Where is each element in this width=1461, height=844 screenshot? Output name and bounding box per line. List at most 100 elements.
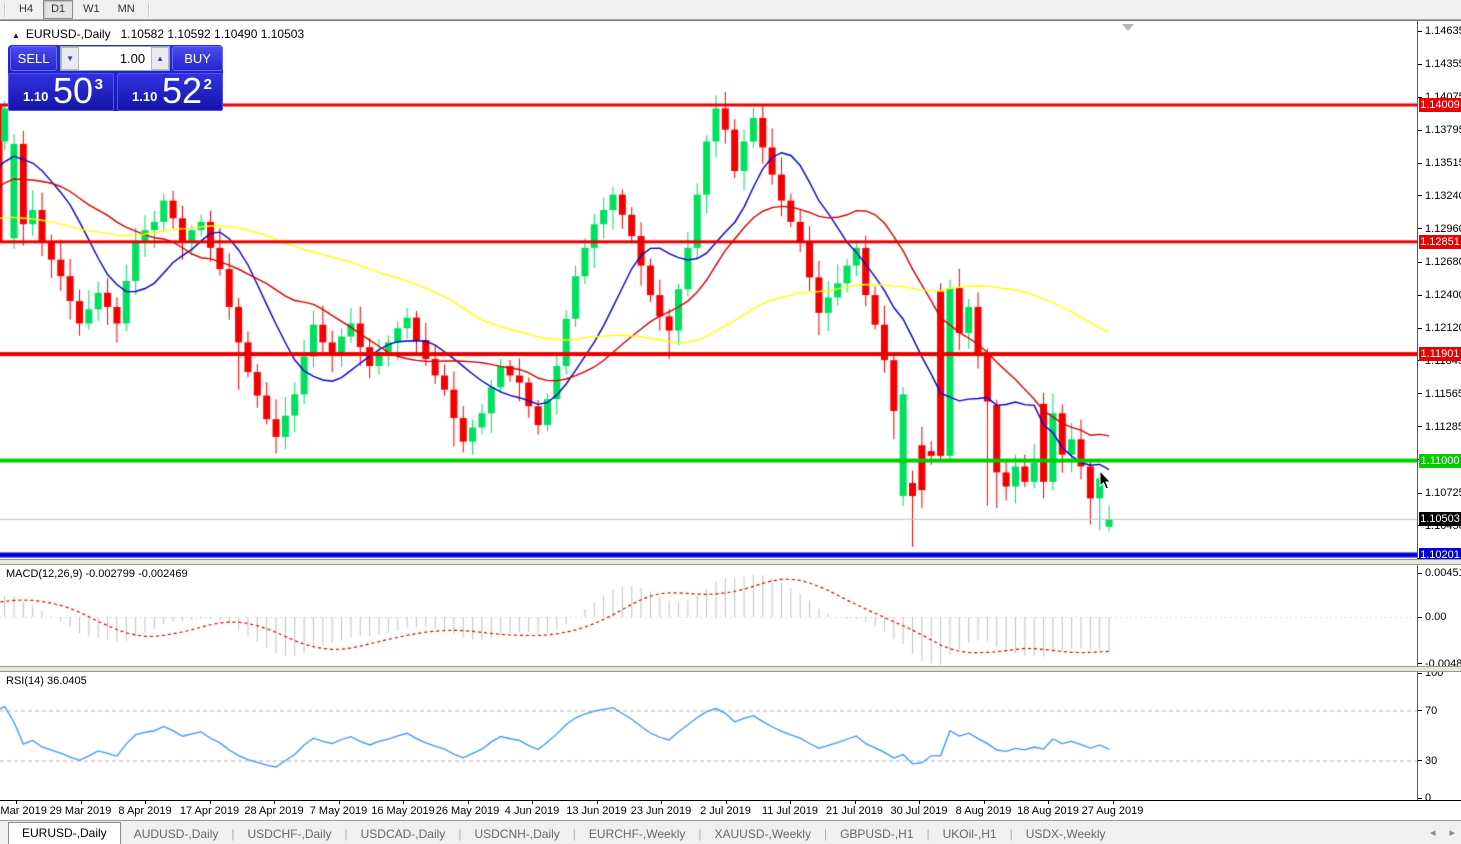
tick-text: 1.12400 xyxy=(1425,289,1461,302)
tick-dash xyxy=(1418,195,1422,197)
collapse-triangle-icon[interactable]: ▲ xyxy=(12,31,20,40)
macd-indicator-label: MACD(12,26,9) -0.002799 -0.002469 xyxy=(6,568,188,580)
chart-window: ▲ EURUSD-,Daily 1.10582 1.10592 1.10490 1.… xyxy=(0,21,1461,804)
sell-price-sup: 3 xyxy=(94,76,103,93)
pane-splitter[interactable] xyxy=(0,559,1461,565)
date-label: 4 Jun 2019 xyxy=(504,805,560,817)
tick-dash xyxy=(1418,672,1422,674)
rsi-indicator-label: RSI(14) 36.0405 xyxy=(6,675,87,687)
price-chart-canvas[interactable] xyxy=(0,21,1417,800)
tick-text: 1.12120 xyxy=(1425,322,1461,335)
tick-text: 1.12960 xyxy=(1425,222,1461,235)
price-level-badge: 1.14009 xyxy=(1419,98,1461,112)
chart-tab-usdx[interactable]: USDX-,Weekly xyxy=(1025,827,1106,841)
chart-shift-marker-icon[interactable] xyxy=(1122,24,1134,31)
tab-separator: | xyxy=(823,826,828,841)
macd-tick-label: 0.00 xyxy=(1418,611,1446,623)
tick-dash xyxy=(1418,492,1422,494)
date-tick xyxy=(80,801,82,804)
buy-price-box[interactable]: 1.10 52 2 xyxy=(117,70,223,111)
tick-dash xyxy=(1418,96,1422,98)
date-tick xyxy=(854,801,856,804)
date-tick xyxy=(790,801,791,804)
date-tick xyxy=(403,801,404,804)
volume-decrease-button[interactable]: ▼ xyxy=(61,47,80,70)
date-tick xyxy=(1112,801,1114,804)
date-label: 29 Mar 2019 xyxy=(49,805,112,817)
timeframe-button-mn[interactable]: MN xyxy=(117,3,135,15)
rsi-tick-label: 30 xyxy=(1418,755,1437,767)
sell-button[interactable]: SELL xyxy=(10,46,58,71)
tick-dash xyxy=(1418,797,1422,799)
price-axis[interactable]: 1.146351.143551.140751.137951.135151.132… xyxy=(1417,21,1461,804)
tick-dash xyxy=(1418,228,1422,230)
price-tick-label: 1.13795 xyxy=(1418,124,1461,136)
tick-text: 30 xyxy=(1425,754,1438,767)
date-tick xyxy=(338,801,340,804)
chart-tab-usdchf[interactable]: USDCHF-,Daily xyxy=(247,827,332,841)
date-tick xyxy=(1048,801,1049,804)
tick-text: 0.00 xyxy=(1425,611,1447,623)
date-tick xyxy=(467,801,469,804)
date-label: 26 May 2019 xyxy=(435,805,500,817)
price-tick-label: 1.14355 xyxy=(1418,58,1461,70)
date-tick xyxy=(532,801,533,804)
tab-separator: | xyxy=(926,826,930,841)
tab-scroll-right-icon[interactable]: ▸ xyxy=(1449,827,1455,839)
date-label: 18 Aug 2019 xyxy=(1017,805,1079,817)
tick-text: 1.14355 xyxy=(1425,58,1461,71)
price-tick-label: 1.12960 xyxy=(1418,223,1461,235)
one-click-trade-panel: SELL ▼ 1.00 ▲ BUY 1.10 50 3 1.10 52 2 xyxy=(8,45,223,111)
price-level-badge: 1.12851 xyxy=(1419,234,1461,249)
date-label: 21 Jul 2019 xyxy=(826,805,883,817)
tick-dash xyxy=(1418,663,1422,665)
chart-tab-xauusd[interactable]: XAUUSD-,Weekly xyxy=(714,827,811,841)
tick-dash xyxy=(1418,327,1422,329)
tick-text: 0.004517 xyxy=(1425,567,1461,580)
tab-separator: | xyxy=(458,826,462,841)
tab-separator: | xyxy=(344,826,348,841)
timeframe-button-w1[interactable]: W1 xyxy=(83,3,100,15)
timeframe-button-h4[interactable]: H4 xyxy=(19,3,34,15)
date-label: 20 Mar 2019 xyxy=(0,805,47,817)
tick-dash xyxy=(1418,162,1422,164)
price-tick-label: 1.11565 xyxy=(1418,388,1461,400)
chart-tab-eurchf[interactable]: EURCHF-,Weekly xyxy=(588,827,686,841)
mouse-cursor-icon xyxy=(1099,471,1112,490)
tab-scroll-left-icon[interactable]: ◂ xyxy=(1429,827,1436,839)
tick-text: 1.11285 xyxy=(1425,420,1461,433)
tick-dash xyxy=(1418,572,1422,574)
volume-input[interactable]: 1.00 xyxy=(119,51,146,66)
chart-ohlc-values: 1.10582 1.10592 1.10490 1.10503 xyxy=(120,27,305,41)
tab-separator: | xyxy=(698,826,702,841)
price-level-badge: 1.10503 xyxy=(1419,512,1461,527)
chart-tab-eurusd[interactable]: EURUSD-,Daily xyxy=(8,822,121,844)
tick-dash xyxy=(1418,129,1422,131)
sell-price-box[interactable]: 1.10 50 3 xyxy=(8,70,114,111)
date-tick xyxy=(145,801,146,804)
volume-increase-button[interactable]: ▲ xyxy=(151,47,170,70)
date-tick xyxy=(919,801,920,804)
date-label: 11 Jul 2019 xyxy=(761,805,819,817)
chart-tab-usdcnh[interactable]: USDCNH-,Daily xyxy=(474,827,560,841)
chart-tab-usdcad[interactable]: USDCAD-,Daily xyxy=(360,827,446,841)
tab-separator: | xyxy=(231,826,235,841)
tick-text: 1.13240 xyxy=(1425,189,1461,202)
tick-dash xyxy=(1418,294,1422,296)
price-level-badge: 1.10201 xyxy=(1419,547,1461,562)
date-tick xyxy=(16,801,17,804)
chart-tab-ukoil[interactable]: UKOil-,H1 xyxy=(942,827,997,841)
chart-symbol-label: EURUSD-,Daily xyxy=(25,27,111,41)
date-label: 16 May 2019 xyxy=(371,805,435,817)
toolbar-separator xyxy=(147,2,150,17)
chart-tab-gbpusd[interactable]: GBPUSD-,H1 xyxy=(840,827,914,841)
price-level-badge: 1.11000 xyxy=(1419,453,1461,468)
timeframe-button-d1[interactable]: D1 xyxy=(43,0,74,19)
window-border xyxy=(0,20,1461,21)
pane-splitter[interactable] xyxy=(0,666,1461,672)
buy-button[interactable]: BUY xyxy=(172,46,223,71)
rsi-tick-label: 70 xyxy=(1418,705,1437,717)
chart-tab-audusd[interactable]: AUDUSD-,Daily xyxy=(133,827,219,841)
chart-tab-bar: EURUSD-,Daily AUDUSD-,Daily | USDCHF-,Daily… xyxy=(0,820,1461,844)
